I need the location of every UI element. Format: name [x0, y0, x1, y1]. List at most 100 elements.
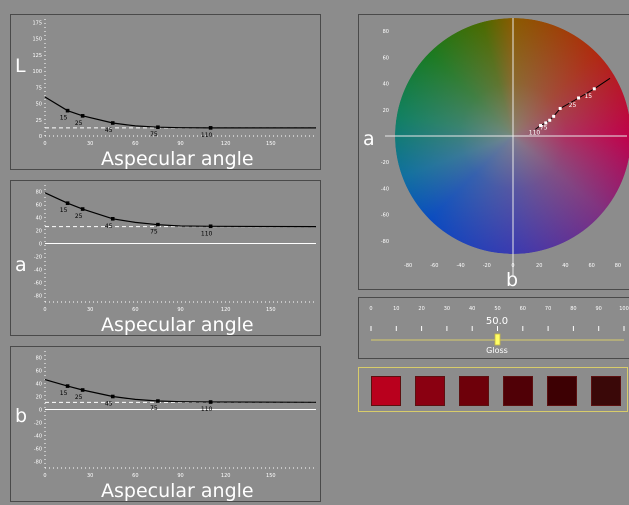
slider-tick-label: 0 — [369, 306, 372, 312]
gloss-slider[interactable]: 50.0 Gloss 0 10 20 30 40 50 60 70 80 90 100 — [359, 298, 629, 358]
wheel-y-tick-label: 40 — [383, 82, 389, 88]
color-swatch — [503, 376, 533, 406]
wheel-y-tick-label: -60 — [381, 213, 389, 219]
slider-tick-label: 40 — [469, 306, 475, 312]
y-tick-label: -20 — [34, 421, 42, 427]
a-axis-label: a — [15, 254, 27, 276]
data-point-label: 25 — [75, 394, 83, 401]
data-point-marker — [208, 126, 213, 130]
b-chart: -80 -60 -40 -20 0 20 40 60 80 0 30 60 90 120 150 15 25 45… — [15, 351, 317, 502]
x-tick-label: 0 — [43, 141, 46, 147]
data-point-marker — [208, 224, 213, 229]
data-point-label: 110 — [201, 230, 213, 237]
data-point-label: 45 — [105, 401, 113, 408]
data-point-label: 25 — [75, 213, 83, 220]
data-point-label: 15 — [60, 390, 68, 397]
gloss-slider-panel: 50.0 Gloss 0 10 20 30 40 50 60 70 80 90 100 — [358, 297, 629, 359]
x-tick-label: 90 — [177, 307, 183, 313]
wheel-y-tick-label: -20 — [381, 160, 389, 166]
data-point-label: 45 — [105, 127, 113, 134]
data-point-marker — [110, 394, 115, 399]
y-tick-label: 80 — [36, 190, 42, 196]
slider-tick-label: 70 — [545, 306, 551, 312]
data-point-marker — [156, 399, 160, 403]
x-tick-label: 30 — [87, 473, 93, 479]
y-tick-label: 0 — [39, 242, 42, 248]
a-chart: -80 -60 -40 -20 0 20 40 60 80 0 30 60 90 120 150 15 25 45… — [15, 185, 317, 336]
slider-thumb[interactable] — [494, 333, 501, 346]
data-point-label: 75 — [150, 405, 158, 412]
ab-color-wheel-panel: a b -80 -60 -40 -20 20 40 60 80 -80 -60 -40 -20 0 20 4… — [358, 14, 629, 291]
fit-curve-line — [44, 96, 316, 129]
ab-point-marker — [548, 118, 552, 122]
color-swatch — [459, 376, 489, 406]
slider-tick-label: 30 — [444, 306, 450, 312]
color-swatch — [415, 376, 445, 406]
x-tick-label: 90 — [177, 473, 183, 479]
y-tick-label: 60 — [36, 369, 42, 375]
y-tick-label: -80 — [34, 294, 42, 300]
y-tick-label: 60 — [36, 203, 42, 209]
x-tick-label: 150 — [266, 141, 276, 147]
y-tick-label: -40 — [34, 434, 42, 440]
ab-point-marker — [592, 87, 596, 91]
color-swatch — [547, 376, 577, 406]
ab-point-marker — [539, 124, 543, 128]
slider-tick-label: 90 — [596, 306, 602, 312]
x-tick-label: 0 — [43, 473, 46, 479]
slider-tick-label: 100 — [619, 306, 629, 312]
gloss-label: Gloss — [486, 346, 508, 355]
data-point-label: 15 — [60, 207, 68, 214]
ab-point-marker — [552, 114, 556, 118]
color-swatch — [591, 376, 621, 406]
wheel-x-tick-label: 20 — [536, 263, 542, 269]
l-axis-label: L — [15, 55, 26, 77]
data-point-marker — [80, 207, 85, 211]
data-point-marker — [110, 217, 115, 221]
a-chart-panel: -80 -60 -40 -20 0 20 40 60 80 0 30 60 90 120 150 15 25 45… — [10, 180, 321, 336]
fit-curve-line — [44, 192, 317, 228]
y-tick-label: -60 — [34, 447, 42, 453]
data-point-label: 15 — [60, 115, 68, 122]
ab-point-label: 110 — [529, 130, 541, 137]
wheel-y-tick-label: 80 — [383, 29, 389, 35]
x-tick-label: 60 — [132, 473, 138, 479]
wheel-x-tick-label: -80 — [404, 263, 412, 269]
fit-curve-line — [44, 379, 317, 403]
x-tick-label: 60 — [132, 141, 138, 147]
gloss-value-label: 50.0 — [486, 316, 508, 327]
data-point-label: 45 — [105, 223, 113, 230]
data-point-marker — [80, 388, 85, 392]
x-tick-label: 150 — [266, 473, 276, 479]
data-point-marker — [156, 125, 160, 130]
x-tick-label: 120 — [221, 473, 231, 479]
x-tick-label: 30 — [87, 141, 93, 147]
data-point-label: 25 — [75, 120, 83, 127]
b-chart-panel: -80 -60 -40 -20 0 20 40 60 80 0 30 60 90 120 150 15 25 45… — [10, 346, 321, 502]
y-tick-label: 50 — [36, 102, 42, 108]
ab-point-label: 75 — [540, 124, 548, 131]
data-point-marker — [80, 114, 85, 118]
y-tick-label: 20 — [36, 229, 42, 235]
y-tick-label: 150 — [32, 37, 42, 43]
wheel-y-tick-label: -80 — [381, 239, 389, 245]
wheel-y-tick-label: 60 — [383, 55, 389, 61]
data-point-marker — [65, 384, 70, 388]
slider-tick-label: 60 — [520, 306, 526, 312]
x-tick-label: 60 — [132, 307, 138, 313]
x-tick-label: 30 — [87, 307, 93, 313]
y-tick-label: 20 — [36, 395, 42, 401]
slider-tick-label: 10 — [393, 306, 399, 312]
data-point-label: 75 — [150, 229, 158, 236]
x-tick-label: 150 — [266, 307, 276, 313]
wheel-y-tick-label: -40 — [381, 186, 389, 192]
color-swatch — [371, 376, 401, 406]
x-tick-label: 0 — [43, 307, 46, 313]
y-tick-label: -40 — [34, 268, 42, 274]
y-tick-label: -80 — [34, 460, 42, 466]
y-tick-label: 40 — [36, 382, 42, 388]
y-tick-label: 0 — [39, 134, 42, 140]
y-tick-label: -60 — [34, 281, 42, 287]
y-tick-label: 175 — [32, 20, 42, 26]
y-tick-label: 0 — [39, 408, 42, 414]
